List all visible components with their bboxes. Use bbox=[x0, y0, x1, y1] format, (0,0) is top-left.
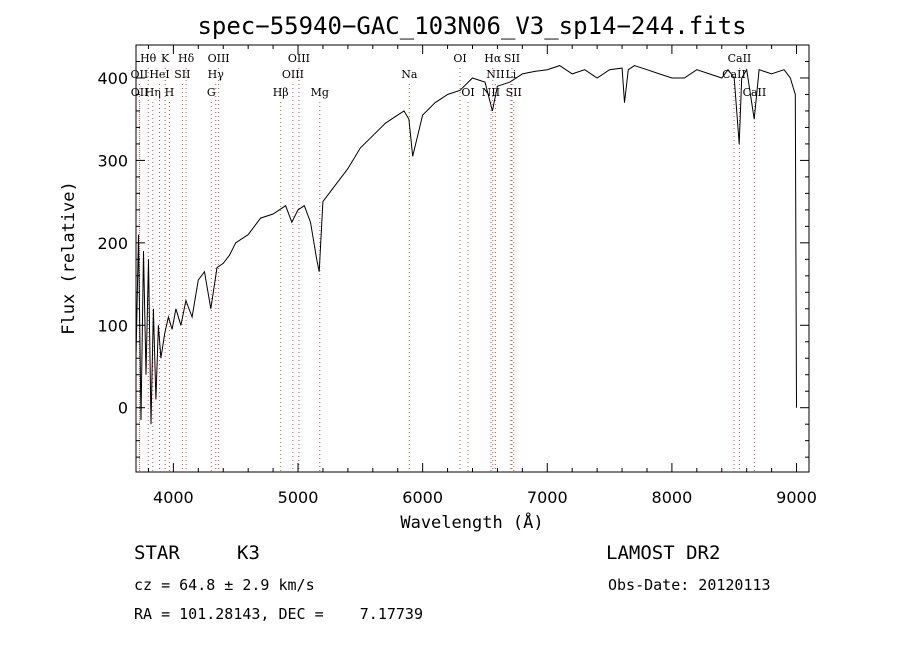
y-tick-label: 400 bbox=[97, 69, 128, 88]
spectral-line-label: G bbox=[207, 86, 216, 99]
spectral-line-label: H bbox=[165, 86, 175, 99]
spectral-line-label: NII bbox=[486, 68, 504, 81]
x-tick-label: 9000 bbox=[776, 488, 817, 507]
y-tick-label: 100 bbox=[97, 316, 128, 335]
spectral-line-label: SII bbox=[174, 68, 190, 81]
x-tick-label: 5000 bbox=[278, 488, 319, 507]
spectral-line-label: Na bbox=[401, 68, 418, 81]
spectral-line-label: Hη bbox=[145, 86, 161, 99]
spectral-line-label: HeI bbox=[149, 68, 169, 81]
spectral-line-label: Li bbox=[505, 68, 516, 81]
chart-title: spec−55940−GAC_103N06_V3_sp14−244.fits bbox=[197, 12, 746, 40]
spectral-line-label: OII bbox=[131, 86, 149, 99]
spectral-line-label: Hγ bbox=[208, 68, 225, 81]
y-tick-label: 300 bbox=[97, 151, 128, 170]
x-tick-label: 7000 bbox=[527, 488, 568, 507]
spectrum-series-line bbox=[135, 65, 797, 425]
coordinates-info: RA = 101.28143, DEC = 7.17739 bbox=[134, 605, 423, 623]
spectral-line-label: SII bbox=[504, 52, 520, 65]
spectral-line-label: OIII bbox=[288, 52, 310, 65]
object-subclass: K3 bbox=[237, 542, 260, 564]
spectral-line-label: Hα bbox=[484, 52, 502, 65]
spectral-line-label: SII bbox=[506, 86, 522, 99]
spectral-line-markers bbox=[138, 68, 755, 472]
spectral-line-label: OI bbox=[461, 86, 474, 99]
observation-date: Obs-Date: 20120113 bbox=[608, 576, 771, 594]
x-tick-label: 8000 bbox=[652, 488, 693, 507]
y-tick-label: 0 bbox=[118, 399, 128, 418]
spectral-line-label: OI bbox=[453, 52, 466, 65]
x-tick-label: 6000 bbox=[402, 488, 443, 507]
object-class: STAR bbox=[134, 542, 180, 564]
spectral-line-label: OII bbox=[131, 68, 149, 81]
spectral-line-label: Hδ bbox=[178, 52, 195, 65]
survey-name: LAMOST DR2 bbox=[606, 542, 721, 564]
plot-frame bbox=[135, 44, 810, 473]
spectral-line-label: OIII bbox=[282, 68, 304, 81]
x-axis-ticks: 4000 5000 6000 7000 8000 9000 bbox=[147, 45, 817, 507]
spectral-line-label: Mg bbox=[311, 86, 329, 99]
spectral-line-label: CaII bbox=[722, 68, 746, 81]
spectral-line-label: CaII bbox=[743, 86, 767, 99]
spectral-line-label: Hθ bbox=[140, 52, 157, 65]
x-axis-label: Wavelength (Å) bbox=[400, 511, 543, 533]
y-axis-ticks: 0 100 200 300 400 bbox=[97, 60, 809, 458]
redshift-info: cz = 64.8 ± 2.9 km/s bbox=[134, 576, 315, 594]
spectral-line-label: K bbox=[161, 52, 170, 65]
spectral-line-label: CaII bbox=[728, 52, 752, 65]
x-tick-label: 4000 bbox=[153, 488, 194, 507]
y-axis-label: Flux (relative) bbox=[59, 181, 79, 335]
spectral-line-label: Hβ bbox=[273, 86, 289, 99]
y-tick-label: 200 bbox=[97, 234, 128, 253]
spectral-line-label: OIII bbox=[208, 52, 230, 65]
